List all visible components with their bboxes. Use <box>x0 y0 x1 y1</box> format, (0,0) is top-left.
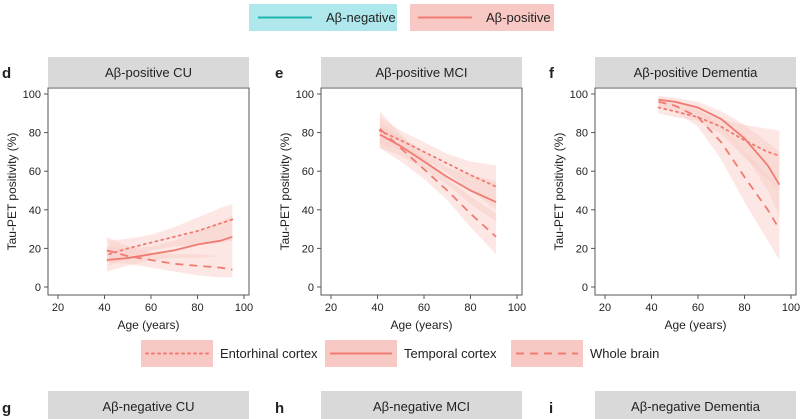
panel-title-strip <box>48 391 249 419</box>
panel-h: h Aβ-negative MCI <box>275 391 522 419</box>
y-axis-label: Tau-PET positivity (%) <box>278 133 292 251</box>
legend-temporal-label[interactable]: Temporal cortex <box>404 346 497 361</box>
y-axis-label: Tau-PET positivity (%) <box>552 133 566 251</box>
x-tick-label: 60 <box>145 302 157 314</box>
plot-frame <box>47 87 250 296</box>
x-tick-label: 60 <box>692 302 704 314</box>
legend-bottom: Entorhinal cortex Temporal cortex Whole … <box>141 340 659 367</box>
y-tick-label: 40 <box>29 205 41 217</box>
x-tick-label: 20 <box>52 302 64 314</box>
x-tick-label: 80 <box>191 302 203 314</box>
panel-title-strip <box>595 391 796 419</box>
legend-wholebrain-label[interactable]: Whole brain <box>590 346 659 361</box>
series-line-entorhinal-cortex <box>108 218 234 256</box>
y-tick-label: 20 <box>576 243 588 255</box>
x-axis-label: Age (years) <box>664 318 726 332</box>
panel-letter-e: e <box>275 65 283 82</box>
y-tick-label: 100 <box>23 89 41 101</box>
y-tick-label: 100 <box>296 89 314 101</box>
panel-title: Aβ-negative CU <box>102 399 194 414</box>
y-tick-label: 40 <box>302 205 314 217</box>
panel-letter-i: i <box>549 400 553 417</box>
x-tick-label: 40 <box>98 302 110 314</box>
confidence-band <box>658 97 780 260</box>
panel-title: Aβ-positive CU <box>105 65 192 80</box>
panel-letter-f: f <box>549 65 555 82</box>
confidence-band <box>658 95 780 216</box>
y-tick-label: 0 <box>35 282 41 294</box>
plot-frame <box>320 87 523 296</box>
panel-e: e Aβ-positive MCI 0 20 40 60 80 100 20 40 60 80 10… <box>275 57 526 332</box>
panel-d: d Aβ-positive CU 0 20 40 60 80 100 20 40 60 80 100… <box>2 57 253 332</box>
x-tick-label: 40 <box>645 302 657 314</box>
x-tick-label: 20 <box>599 302 611 314</box>
series-line-temporal-cortex <box>658 98 781 186</box>
series-line-temporal-cortex <box>379 133 497 203</box>
series-line-entorhinal-cortex <box>657 106 781 157</box>
x-tick-label: 100 <box>782 302 800 314</box>
x-tick-label: 100 <box>508 302 526 314</box>
y-axis-label: Tau-PET positivity (%) <box>5 133 19 251</box>
confidence-band <box>106 236 233 278</box>
y-tick-label: 80 <box>576 128 588 140</box>
y-tick-label: 80 <box>29 128 41 140</box>
legend-positive-label[interactable]: Aβ-positive <box>486 10 551 25</box>
panel-title-strip <box>48 57 249 87</box>
panel-letter-g: g <box>2 400 11 417</box>
x-tick-label: 60 <box>418 302 430 314</box>
panel-letter-h: h <box>275 400 284 417</box>
legend-top: Aβ-negative Aβ-positive <box>249 4 554 31</box>
y-tick-label: 40 <box>576 205 588 217</box>
y-tick-label: 20 <box>29 243 41 255</box>
panel-title: Aβ-negative Dementia <box>631 399 761 414</box>
confidence-band <box>109 204 233 266</box>
y-tick-label: 0 <box>308 282 314 294</box>
y-tick-label: 80 <box>302 128 314 140</box>
panel-title-strip <box>595 57 796 87</box>
series-line-entorhinal-cortex <box>378 129 497 188</box>
confidence-band <box>379 122 497 222</box>
legend-negative-label[interactable]: Aβ-negative <box>326 10 396 25</box>
confidence-band <box>379 111 497 255</box>
plot-frame <box>594 87 797 296</box>
panel-g: g Aβ-negative CU <box>2 391 249 419</box>
x-axis-label: Age (years) <box>117 318 179 332</box>
panel-title: Aβ-positive Dementia <box>634 65 759 80</box>
panel-title: Aβ-negative MCI <box>373 399 470 414</box>
panel-title: Aβ-positive MCI <box>376 65 468 80</box>
x-axis-label: Age (years) <box>390 318 452 332</box>
panel-title-strip <box>321 57 522 87</box>
panel-i: i Aβ-negative Dementia <box>549 391 796 419</box>
series-line-whole-brain <box>106 249 233 271</box>
y-tick-label: 100 <box>570 89 588 101</box>
panel-f: f Aβ-positive Dementia 0 20 40 60 80 100 20 40 6… <box>549 57 800 332</box>
x-tick-label: 40 <box>371 302 383 314</box>
series-line-temporal-cortex <box>106 235 233 261</box>
series-line-whole-brain <box>379 128 497 238</box>
y-tick-label: 0 <box>582 282 588 294</box>
y-tick-label: 60 <box>576 166 588 178</box>
panel-letter-d: d <box>2 65 11 82</box>
x-tick-label: 80 <box>464 302 476 314</box>
x-tick-label: 80 <box>738 302 750 314</box>
y-tick-label: 60 <box>302 166 314 178</box>
y-tick-label: 20 <box>302 243 314 255</box>
x-tick-label: 100 <box>235 302 253 314</box>
x-tick-label: 20 <box>325 302 337 314</box>
y-tick-label: 60 <box>29 166 41 178</box>
series-line-whole-brain <box>658 100 781 230</box>
confidence-band <box>379 117 497 210</box>
panel-title-strip <box>321 391 522 419</box>
legend-entorhinal-label[interactable]: Entorhinal cortex <box>220 346 318 361</box>
